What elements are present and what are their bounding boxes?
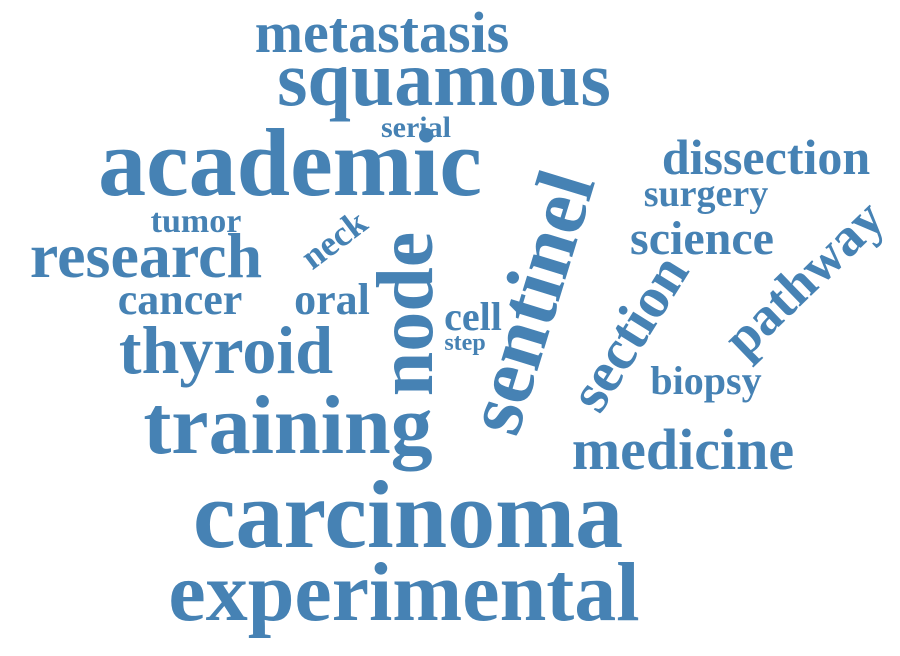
word-serial: serial — [381, 111, 451, 144]
word-medicine: medicine — [572, 417, 794, 482]
word-research: research — [30, 220, 262, 291]
word-squamous: squamous — [277, 35, 611, 122]
word-surgery: surgery — [644, 173, 769, 215]
word-metastasis: metastasis — [255, 0, 510, 65]
word-academic: academic — [98, 109, 482, 216]
word-carcinoma: carcinoma — [193, 461, 623, 568]
word-dissection: dissection — [662, 129, 871, 185]
word-oral: oral — [294, 275, 370, 324]
word-tumor: tumor — [151, 203, 242, 240]
word-thyroid: thyroid — [119, 312, 333, 388]
word-training: training — [143, 379, 432, 472]
word-step: step — [444, 330, 485, 356]
word-experimental: experimental — [168, 546, 639, 639]
word-node: node — [362, 232, 450, 397]
word-science: science — [630, 212, 774, 265]
word-cancer: cancer — [118, 275, 243, 324]
word-biopsy: biopsy — [650, 358, 761, 403]
word-cell: cell — [444, 294, 502, 339]
